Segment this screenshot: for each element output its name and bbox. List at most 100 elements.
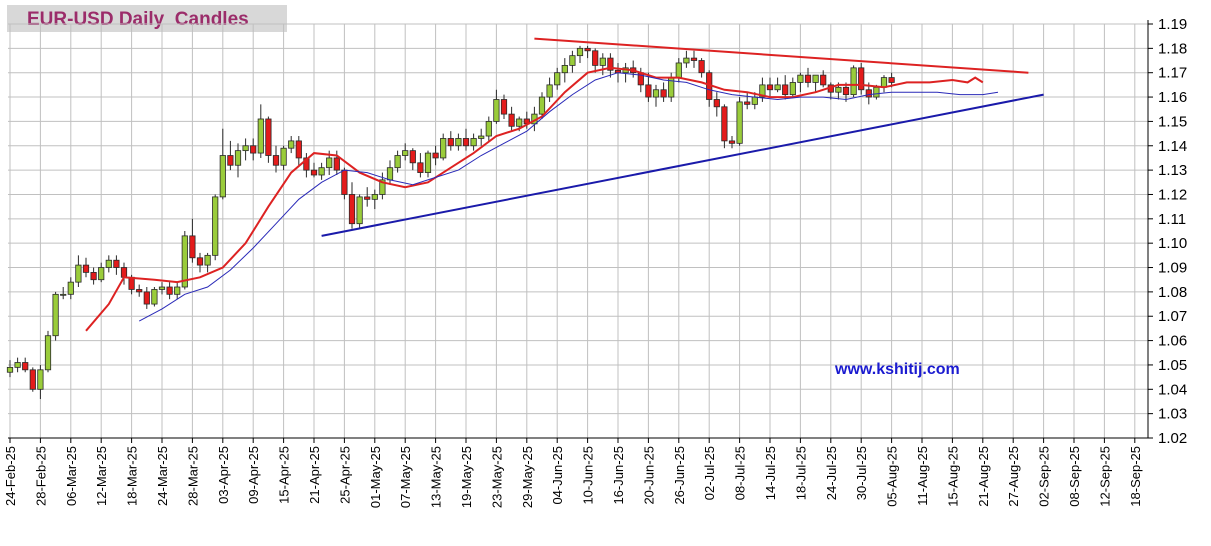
x-tick-label: 12-Mar-25 bbox=[94, 446, 109, 506]
x-tick-label: 15-Apr-25 bbox=[277, 446, 292, 504]
candle-body-down bbox=[310, 169, 318, 176]
candle-body-down bbox=[265, 118, 272, 156]
candle-body-up bbox=[257, 118, 264, 154]
x-tick-label: 11-Aug-25 bbox=[915, 446, 930, 506]
candle-body-up bbox=[652, 89, 660, 98]
candle-body-down bbox=[113, 259, 120, 268]
x-tick-label: 25-Apr-25 bbox=[337, 446, 352, 504]
candle-body-up bbox=[554, 72, 561, 86]
candle-body-up bbox=[371, 194, 378, 200]
candle-body-up bbox=[181, 235, 188, 288]
x-tick-label: 03-Apr-25 bbox=[216, 446, 231, 504]
candle-body-down bbox=[22, 362, 29, 371]
y-tick-label: 1.16 bbox=[1158, 89, 1187, 106]
candle-body-down bbox=[272, 155, 280, 166]
y-tick-label: 1.08 bbox=[1158, 284, 1187, 301]
candle-body-down bbox=[782, 84, 789, 96]
candle-body-up bbox=[683, 57, 690, 64]
candle-body-up bbox=[60, 293, 67, 296]
candle-body-up bbox=[736, 101, 743, 144]
candle-body-down bbox=[508, 113, 515, 127]
x-tick-label: 26-Jun-25 bbox=[672, 446, 687, 505]
candle-body-up bbox=[75, 264, 82, 283]
candle-body-up bbox=[14, 362, 21, 368]
candle-body-down bbox=[409, 150, 416, 164]
candle-body-up bbox=[288, 140, 295, 149]
candle-body-down bbox=[227, 155, 234, 166]
y-tick-label: 1.03 bbox=[1158, 406, 1187, 423]
x-tick-label: 24-Jul-25 bbox=[824, 446, 839, 500]
candle-body-down bbox=[858, 67, 865, 91]
candle-body-up bbox=[485, 121, 492, 137]
candle-body-down bbox=[660, 89, 667, 98]
candle-body-up bbox=[402, 150, 409, 156]
candle-body-up bbox=[576, 47, 584, 57]
candle-body-down bbox=[607, 57, 614, 71]
candle-body-down bbox=[128, 276, 135, 290]
y-tick-label: 1.14 bbox=[1158, 138, 1187, 155]
candle-body-up bbox=[751, 96, 758, 105]
y-tick-label: 1.02 bbox=[1158, 430, 1187, 447]
candle-body-up bbox=[98, 267, 105, 281]
y-tick-label: 1.10 bbox=[1158, 235, 1187, 252]
candle-body-up bbox=[440, 138, 447, 159]
y-tick-label: 1.12 bbox=[1158, 186, 1187, 203]
candle-body-down bbox=[713, 99, 720, 108]
candle-body-down bbox=[341, 169, 348, 195]
x-tick-label: 23-May-25 bbox=[489, 446, 504, 508]
candle-body-down bbox=[447, 138, 454, 147]
candle-body-up bbox=[204, 254, 211, 266]
candle-body-down bbox=[196, 257, 204, 266]
candle-body-up bbox=[52, 293, 59, 337]
candle-body-down bbox=[645, 84, 652, 98]
candle-body-down bbox=[820, 74, 827, 86]
chart-title: EUR-USD Daily Candles bbox=[27, 9, 249, 30]
candle-body-down bbox=[82, 264, 90, 273]
candle-body-down bbox=[698, 60, 705, 74]
candle-body-up bbox=[797, 74, 804, 83]
candle-body-up bbox=[174, 286, 181, 295]
candle-body-down bbox=[295, 140, 302, 159]
candle-body-up bbox=[151, 289, 158, 305]
candle-body-up bbox=[812, 74, 819, 83]
y-tick-label: 1.19 bbox=[1158, 16, 1187, 33]
candle-body-up bbox=[759, 84, 766, 98]
candle-body-up bbox=[493, 99, 500, 122]
y-tick-label: 1.17 bbox=[1158, 65, 1187, 82]
candle-body-down bbox=[766, 84, 774, 91]
x-tick-label: 18-Sep-25 bbox=[1128, 446, 1143, 507]
x-tick-label: 09-Apr-25 bbox=[246, 446, 261, 504]
candle-body-down bbox=[584, 47, 591, 52]
y-tick-label: 1.15 bbox=[1158, 113, 1187, 130]
candle-body-up bbox=[44, 335, 52, 371]
candle-body-up bbox=[470, 138, 477, 147]
candle-body-up bbox=[356, 196, 363, 225]
candle-body-down bbox=[462, 138, 470, 147]
x-tick-label: 08-Jul-25 bbox=[733, 446, 748, 500]
x-tick-label: 18-Jul-25 bbox=[793, 446, 808, 500]
y-tick-label: 1.09 bbox=[1158, 260, 1187, 277]
candle-body-up bbox=[242, 145, 249, 152]
candle-body-down bbox=[432, 152, 439, 159]
candle-body-down bbox=[417, 162, 424, 173]
candle-body-down bbox=[29, 369, 36, 390]
candle-body-up bbox=[516, 118, 523, 127]
y-tick-label: 1.06 bbox=[1158, 333, 1187, 350]
x-tick-label: 12-Sep-25 bbox=[1097, 446, 1112, 507]
candle-body-up bbox=[789, 82, 796, 96]
candle-body-up bbox=[478, 135, 485, 139]
x-tick-label: 16-Jun-25 bbox=[611, 446, 626, 505]
candle-body-up bbox=[37, 369, 44, 390]
resistance-trendline bbox=[534, 37, 1029, 74]
candle-body-up bbox=[561, 65, 568, 74]
candle-body-up bbox=[774, 84, 781, 91]
x-tick-label: 01-May-25 bbox=[368, 446, 383, 508]
x-tick-label: 24-Feb-25 bbox=[3, 446, 18, 506]
candle-body-down bbox=[842, 86, 850, 96]
y-tick-label: 1.04 bbox=[1158, 381, 1187, 398]
candle-body-down bbox=[364, 196, 371, 200]
candle-body-up bbox=[538, 96, 546, 115]
candle-body-up bbox=[318, 167, 325, 176]
